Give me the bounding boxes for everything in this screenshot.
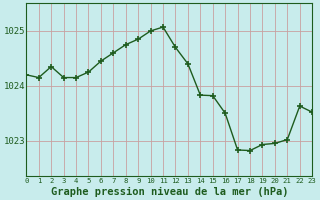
X-axis label: Graphe pression niveau de la mer (hPa): Graphe pression niveau de la mer (hPa)	[51, 186, 288, 197]
